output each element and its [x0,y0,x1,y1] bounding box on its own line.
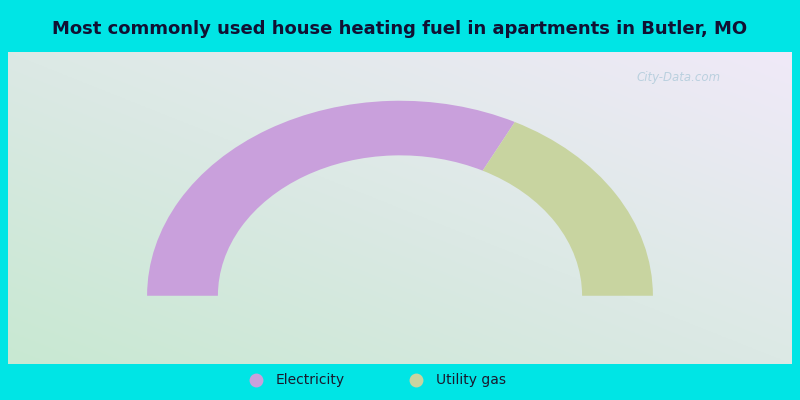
Wedge shape [147,101,515,296]
Text: Utility gas: Utility gas [436,373,506,387]
Text: Most commonly used house heating fuel in apartments in Butler, MO: Most commonly used house heating fuel in… [53,20,747,38]
Text: Electricity: Electricity [276,373,345,387]
Text: City-Data.com: City-Data.com [636,71,720,84]
Wedge shape [482,122,653,296]
